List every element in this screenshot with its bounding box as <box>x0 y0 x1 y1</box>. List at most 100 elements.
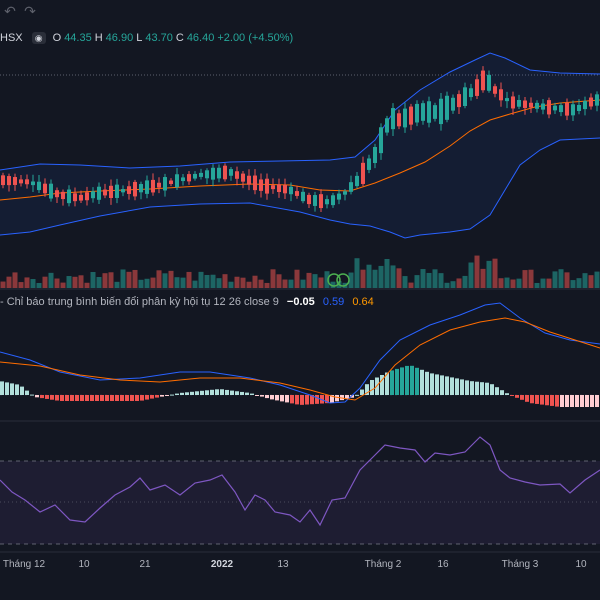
macd-histogram-bar <box>165 395 169 396</box>
candle-body <box>211 167 215 180</box>
macd-histogram-bar <box>225 389 229 395</box>
volume-bar <box>450 281 456 288</box>
macd-histogram-bar <box>245 392 249 395</box>
volume-bar <box>78 275 84 288</box>
macd-histogram-bar <box>265 395 269 399</box>
macd-histogram-bar <box>260 395 264 397</box>
redo-icon[interactable]: ↷ <box>24 3 36 19</box>
volume-bar <box>396 268 402 288</box>
candle-body <box>19 179 23 184</box>
volume-bar <box>186 271 192 288</box>
macd-histogram-bar <box>430 373 434 395</box>
undo-icon[interactable]: ↶ <box>4 3 16 19</box>
volume-bar <box>42 276 48 288</box>
volume-bar <box>30 279 36 288</box>
symbol-label[interactable]: HSX <box>0 32 23 44</box>
macd-histogram-bar <box>285 395 289 403</box>
macd-histogram-bar <box>565 395 569 407</box>
volume-bar <box>156 270 162 288</box>
bollinger-lower-line <box>0 137 600 239</box>
candle-body <box>175 174 179 188</box>
volume-bar <box>408 282 414 288</box>
candle-body <box>511 96 515 109</box>
volume-bar <box>96 276 102 288</box>
candle-body <box>595 94 599 106</box>
macd-histogram-bar <box>420 369 424 395</box>
macd-signal-value: 0.64 <box>352 296 374 308</box>
macd-histogram-bar <box>485 382 489 395</box>
candle-body <box>109 185 113 198</box>
volume-bar <box>330 281 336 288</box>
volume-bar <box>258 279 264 288</box>
candle-body <box>133 181 137 197</box>
volume-bar <box>54 278 60 288</box>
candle-body <box>487 74 491 91</box>
volume-bar <box>438 273 444 288</box>
volume-bar <box>444 282 450 288</box>
macd-histogram-bar <box>65 395 69 401</box>
volume-bar <box>486 260 492 288</box>
macd-histogram-bar <box>415 367 419 395</box>
candle-body <box>349 182 353 192</box>
macd-histogram-bar <box>595 395 599 407</box>
macd-histogram-bar <box>470 381 474 395</box>
macd-histogram-bar <box>300 395 304 405</box>
macd-histogram-bar <box>455 378 459 395</box>
volume-bar <box>366 264 372 288</box>
macd-histogram-bar <box>535 395 539 404</box>
eye-icon[interactable]: ◉ <box>31 32 46 44</box>
macd-histogram-bar <box>190 391 194 395</box>
macd-signal-line <box>0 317 600 401</box>
macd-line <box>0 302 600 404</box>
event-marker-icon <box>327 273 341 287</box>
candle-body <box>355 175 359 187</box>
candle-body <box>361 162 365 184</box>
volume-bar <box>180 277 186 288</box>
macd-histogram-bar <box>355 394 359 396</box>
candle-body <box>103 189 107 196</box>
candle-body <box>229 169 233 176</box>
macd-histogram-bar <box>525 395 529 402</box>
macd-histogram-bar <box>15 384 19 395</box>
candle-body <box>307 194 311 205</box>
time-label: 10 <box>78 559 90 570</box>
candle-body <box>91 191 95 199</box>
candle-body <box>403 108 407 128</box>
candle-body <box>67 189 71 204</box>
macd-histogram-bar <box>405 365 409 395</box>
candle-body <box>565 102 569 116</box>
volume-bar <box>294 269 300 288</box>
macd-histogram-bar <box>585 395 589 407</box>
candle-body <box>145 180 149 194</box>
macd-title[interactable]: - Chỉ báo trung bình biến đổi phân kỳ hộ… <box>0 296 279 308</box>
volume-bar <box>510 279 516 288</box>
candle-body <box>373 146 377 164</box>
macd-histogram-bar <box>315 395 319 404</box>
candle-body <box>199 172 203 177</box>
candle-body <box>553 105 557 111</box>
candle-body <box>85 192 89 201</box>
candle-body <box>493 86 497 94</box>
volume-bar <box>498 278 504 288</box>
volume-bar <box>528 269 534 288</box>
volume-bar <box>372 269 378 288</box>
macd-histogram-bar <box>410 365 414 395</box>
candle-body <box>169 180 173 184</box>
macd-histogram-bar <box>0 381 4 395</box>
macd-histogram-bar <box>70 395 74 401</box>
volume-bar <box>564 272 570 288</box>
macd-histogram-bar <box>345 395 349 399</box>
candle-body <box>427 101 431 123</box>
time-label: Tháng 2 <box>364 559 402 570</box>
macd-histogram-bar <box>240 391 244 395</box>
candle-body <box>265 178 269 194</box>
macd-histogram-bar <box>110 395 114 401</box>
time-label: Tháng 12 <box>2 559 46 570</box>
volume-bar <box>540 278 546 288</box>
macd-histogram-bar <box>365 384 369 395</box>
macd-histogram-bar <box>335 395 339 402</box>
volume-bar <box>228 281 234 288</box>
macd-histogram-bar <box>310 395 314 405</box>
candle-body <box>463 87 467 107</box>
